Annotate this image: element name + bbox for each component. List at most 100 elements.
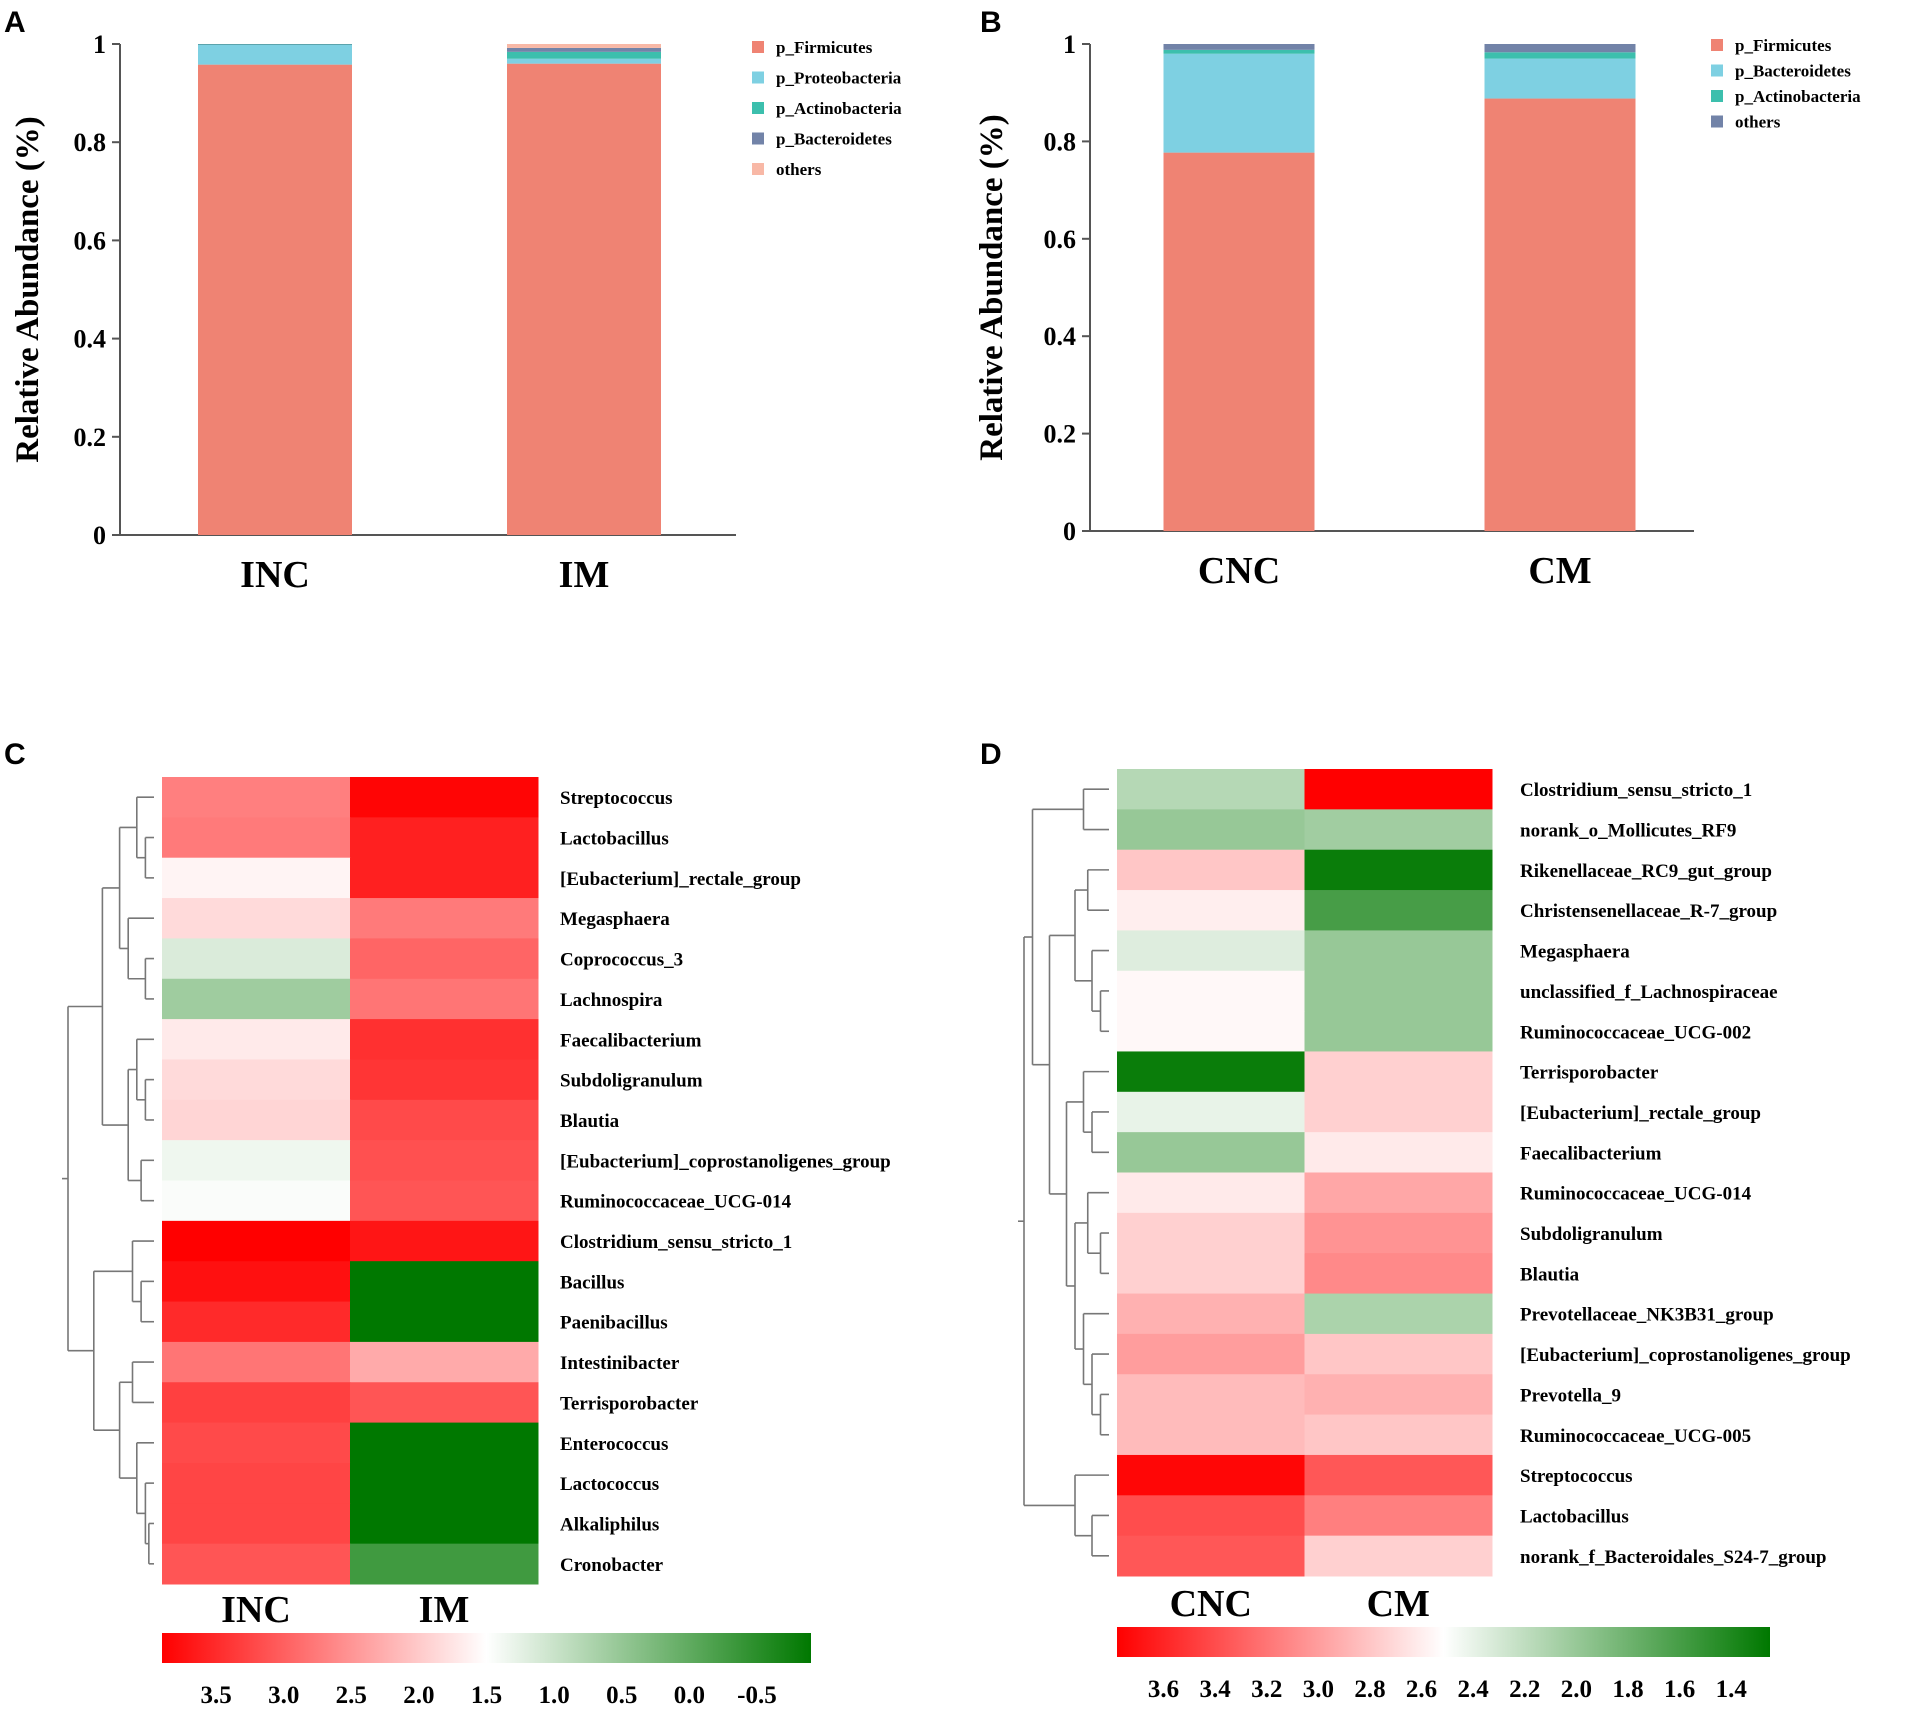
heat-cell-prevotellaceae-nk3b31-group-cnc	[1117, 1293, 1305, 1335]
bar-segment-cm-p-bacteroidetes	[1484, 58, 1636, 99]
colorbar-tick-label: 1.4	[1716, 1676, 1748, 1703]
bar-segment-cnc-p-bacteroidetes	[1163, 53, 1315, 153]
row-label-megasphaera: Megasphaera	[560, 909, 670, 930]
heat-cell-prevotellaceae-nk3b31-group-cm	[1304, 1293, 1493, 1335]
heat-cell-cronobacter-im	[350, 1543, 539, 1585]
colorbar-tick-label: 3.0	[1303, 1676, 1334, 1703]
heat-cell-megasphaera-inc	[162, 898, 351, 939]
row-label-terrisporobacter: Terrisporobacter	[560, 1393, 699, 1414]
legend-swatch-p-firmicutes	[752, 41, 764, 53]
y-tick-label: 0.6	[1044, 225, 1077, 254]
heat-cell-lactobacillus-inc	[162, 817, 351, 859]
row-label-bacillus: Bacillus	[560, 1272, 624, 1293]
heat-cell-clostridium-sensu-stricto-1-cnc	[1117, 769, 1305, 810]
heat-cell-streptococcus-inc	[162, 777, 351, 818]
row-label-intestinibacter: Intestinibacter	[560, 1353, 680, 1374]
row-label-ruminococcaceae-ucg-002: Ruminococcaceae_UCG-002	[1520, 1022, 1751, 1043]
legend-swatch-p-firmicutes	[1711, 39, 1723, 51]
bar-segment-im-p-firmicutes	[507, 63, 661, 535]
heat-cell-lachnospira-im	[350, 978, 539, 1020]
y-tick-label: 1	[93, 30, 106, 59]
row-label-eubacterium-coprostanoligenes-group: [Eubacterium]_coprostanoligenes_group	[560, 1151, 891, 1172]
heat-cell-alkaliphilus-inc	[162, 1503, 351, 1545]
heat-cell-clostridium-sensu-stricto-1-inc	[162, 1220, 351, 1262]
legend-label-p-bacteroidetes: p_Bacteroidetes	[776, 130, 892, 149]
colorbar-tick-label: 3.5	[200, 1682, 231, 1709]
heat-cell-clostridium-sensu-stricto-1-cm	[1304, 769, 1493, 810]
heat-cell-terrisporobacter-inc	[162, 1382, 351, 1424]
legend-swatch-others	[1711, 115, 1723, 128]
colorbar-tick-label: 1.5	[471, 1682, 502, 1709]
panel-label-d: D	[980, 738, 1002, 771]
heat-cell-alkaliphilus-im	[350, 1503, 539, 1545]
row-label-eubacterium-rectale-group: [Eubacterium]_rectale_group	[560, 869, 801, 890]
x-tick-label-cm: CM	[1528, 550, 1591, 592]
bar-segment-inc-p-proteobacteria	[198, 44, 352, 65]
bar-segment-cm-p-firmicutes	[1484, 98, 1636, 531]
heat-cell-bacillus-inc	[162, 1261, 351, 1303]
heat-cell-lactococcus-inc	[162, 1462, 351, 1504]
heat-cell-lactococcus-im	[350, 1462, 539, 1504]
row-label-coprococcus-3: Coprococcus_3	[560, 950, 683, 971]
heat-cell-megasphaera-cnc	[1117, 930, 1305, 972]
heat-cell-norank-o-mollicutes-rf9-cm	[1304, 809, 1493, 851]
row-label-streptococcus: Streptococcus	[1520, 1466, 1633, 1487]
heat-cell-norank-f-bacteroidales-s24-7-group-cm	[1304, 1535, 1493, 1577]
heat-cell-megasphaera-cm	[1304, 930, 1493, 972]
colorbar-tick-label: 3.2	[1251, 1676, 1282, 1703]
heat-cell-prevotella-9-cnc	[1117, 1374, 1305, 1416]
heat-cell-lactobacillus-im	[350, 817, 539, 859]
heat-cell-eubacterium-rectale-group-cm	[1304, 1091, 1493, 1133]
heat-cell-subdoligranulum-inc	[162, 1059, 351, 1101]
heat-cell-paenibacillus-inc	[162, 1301, 351, 1343]
bar-segment-cm-others	[1484, 44, 1636, 53]
heat-cell-streptococcus-im	[350, 777, 539, 818]
heat-cell-terrisporobacter-cnc	[1117, 1051, 1305, 1093]
row-label-blautia: Blautia	[560, 1111, 620, 1132]
y-tick-label: 0.6	[74, 226, 107, 255]
heat-cell-lactobacillus-cm	[1304, 1495, 1493, 1537]
y-tick-label: 0	[1063, 517, 1076, 546]
row-label-lactobacillus: Lactobacillus	[1520, 1506, 1629, 1527]
row-label-faecalibacterium: Faecalibacterium	[560, 1030, 702, 1051]
heat-cell-eubacterium-coprostanoligenes-group-im	[350, 1140, 539, 1181]
x-tick-label-im: IM	[559, 554, 610, 596]
heat-cell-faecalibacterium-im	[350, 1019, 539, 1060]
heat-cell-subdoligranulum-im	[350, 1059, 539, 1101]
heat-cell-intestinibacter-inc	[162, 1341, 351, 1383]
column-label-cm: CM	[1367, 1583, 1430, 1625]
y-tick-label: 0.4	[74, 325, 107, 354]
column-label-cnc: CNC	[1170, 1583, 1252, 1625]
heat-cell-enterococcus-inc	[162, 1422, 351, 1464]
bar-segment-im-p-actinobacteria	[507, 51, 661, 59]
panel-d-heatmap: Clostridium_sensu_stricto_1 norank_o_Moll…	[1018, 769, 1851, 1703]
y-tick-label: 0.8	[1044, 127, 1077, 156]
heat-cell-unclassified-f-lachnospiraceae-cnc	[1117, 970, 1305, 1012]
heat-cell-rikenellaceae-rc9-gut-group-cnc	[1117, 849, 1305, 891]
colorbar-tick-label: 2.5	[336, 1682, 367, 1709]
heat-cell-subdoligranulum-cm	[1304, 1212, 1493, 1254]
row-label-lactobacillus: Lactobacillus	[560, 829, 669, 850]
bar-segment-cnc-others	[1163, 44, 1315, 50]
heat-cell-eubacterium-rectale-group-inc	[162, 857, 351, 899]
heat-cell-blautia-im	[350, 1099, 539, 1141]
row-label-streptococcus: Streptococcus	[560, 788, 673, 809]
heat-cell-ruminococcaceae-ucg-005-cnc	[1117, 1414, 1305, 1456]
y-tick-label: 0.8	[74, 128, 107, 157]
row-label-rikenellaceae-rc9-gut-group: Rikenellaceae_RC9_gut_group	[1520, 861, 1772, 882]
colorbar-tick-label: 2.8	[1354, 1676, 1385, 1703]
row-label-cronobacter: Cronobacter	[560, 1555, 664, 1576]
colorbar-tick-label: 1.6	[1664, 1676, 1695, 1703]
heat-cell-eubacterium-coprostanoligenes-group-cm	[1304, 1333, 1493, 1375]
row-label-paenibacillus: Paenibacillus	[560, 1313, 668, 1334]
colorbar-tick-label: 2.6	[1406, 1676, 1437, 1703]
colorbar-tick-label: 3.4	[1199, 1676, 1231, 1703]
heat-cell-eubacterium-rectale-group-cnc	[1117, 1091, 1305, 1133]
heat-cell-lactobacillus-cnc	[1117, 1495, 1305, 1537]
heat-cell-ruminococcaceae-ucg-002-cnc	[1117, 1011, 1305, 1052]
column-label-im: IM	[419, 1589, 470, 1631]
colorbar	[1117, 1627, 1770, 1657]
heat-cell-subdoligranulum-cnc	[1117, 1212, 1305, 1254]
panel-label-a: A	[4, 6, 26, 39]
legend-label-p-firmicutes: p_Firmicutes	[1735, 36, 1832, 55]
